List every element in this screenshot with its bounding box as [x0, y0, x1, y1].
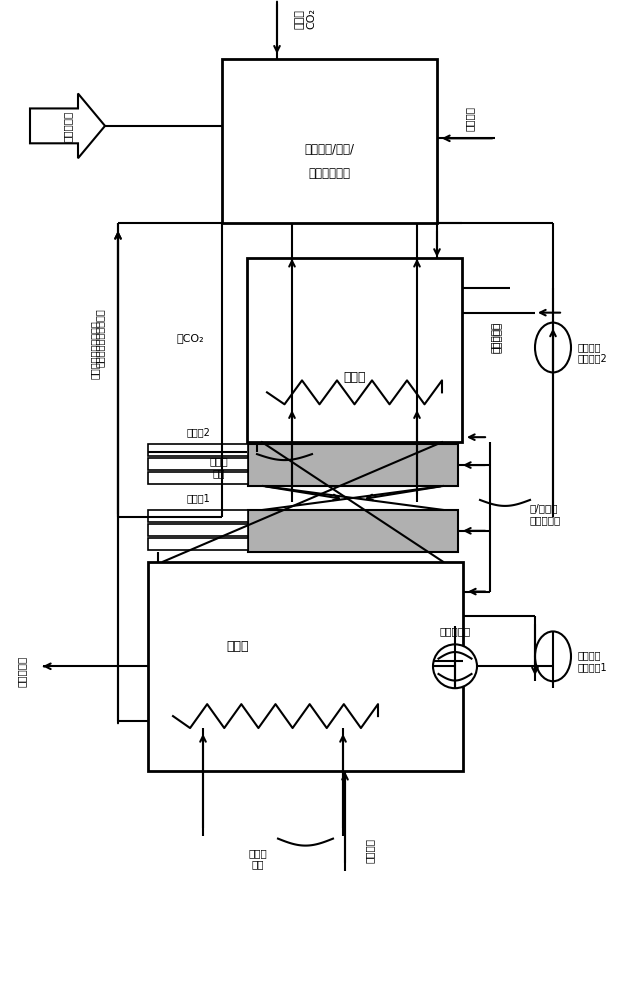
- Polygon shape: [30, 94, 105, 158]
- Text: 分级压缩/冷凝/: 分级压缩/冷凝/: [305, 143, 354, 156]
- Ellipse shape: [535, 631, 571, 681]
- Bar: [148, 562, 463, 771]
- Text: 气体冷却器: 气体冷却器: [440, 626, 470, 636]
- Text: 电功率压缩: 电功率压缩: [63, 110, 73, 142]
- Bar: [247, 258, 462, 442]
- Bar: [248, 444, 458, 486]
- Bar: [148, 472, 248, 484]
- Text: 原烟道气: 原烟道气: [365, 838, 375, 863]
- Text: 给水补充: 给水补充: [465, 106, 475, 131]
- Text: 解吸器蔓汽: 解吸器蔓汽: [492, 322, 502, 353]
- Text: 提升管气
体压缩机2: 提升管气 体压缩机2: [578, 342, 608, 363]
- Bar: [222, 59, 437, 223]
- Text: 解吸器
加热: 解吸器 加热: [210, 456, 229, 478]
- Bar: [248, 510, 458, 552]
- Text: 原CO₂: 原CO₂: [176, 333, 204, 343]
- Text: 蔓汽产生机构: 蔓汽产生机构: [308, 167, 350, 180]
- Text: 解吸柱: 解吸柱: [344, 371, 365, 384]
- Text: 贫/富热交
换器水循环: 贫/富热交 换器水循环: [530, 503, 561, 525]
- Bar: [148, 510, 248, 522]
- Circle shape: [433, 644, 477, 688]
- Text: 吸附柱: 吸附柱: [227, 640, 249, 653]
- Text: 干净烟道气: 干净烟道气: [17, 656, 27, 687]
- Text: 吸附器
冷却: 吸附器 冷却: [249, 848, 268, 869]
- Text: 压缩的
CO₂: 压缩的 CO₂: [295, 8, 317, 29]
- Ellipse shape: [535, 323, 571, 372]
- Text: 提升管气
体压缩机1: 提升管气 体压缩机1: [578, 651, 608, 672]
- Text: 解吸器蔓汽: 解吸器蔓汽: [490, 322, 500, 353]
- Text: 提升管1: 提升管1: [186, 493, 210, 503]
- Bar: [148, 538, 248, 550]
- Bar: [148, 458, 248, 470]
- Bar: [148, 524, 248, 536]
- Text: 提升管输送气体再循环: 提升管输送气体再循环: [95, 308, 105, 367]
- Text: 提升管2: 提升管2: [186, 427, 210, 437]
- Bar: [148, 444, 248, 456]
- Text: 提升管输送气体再循环: 提升管输送气体再循环: [90, 321, 100, 379]
